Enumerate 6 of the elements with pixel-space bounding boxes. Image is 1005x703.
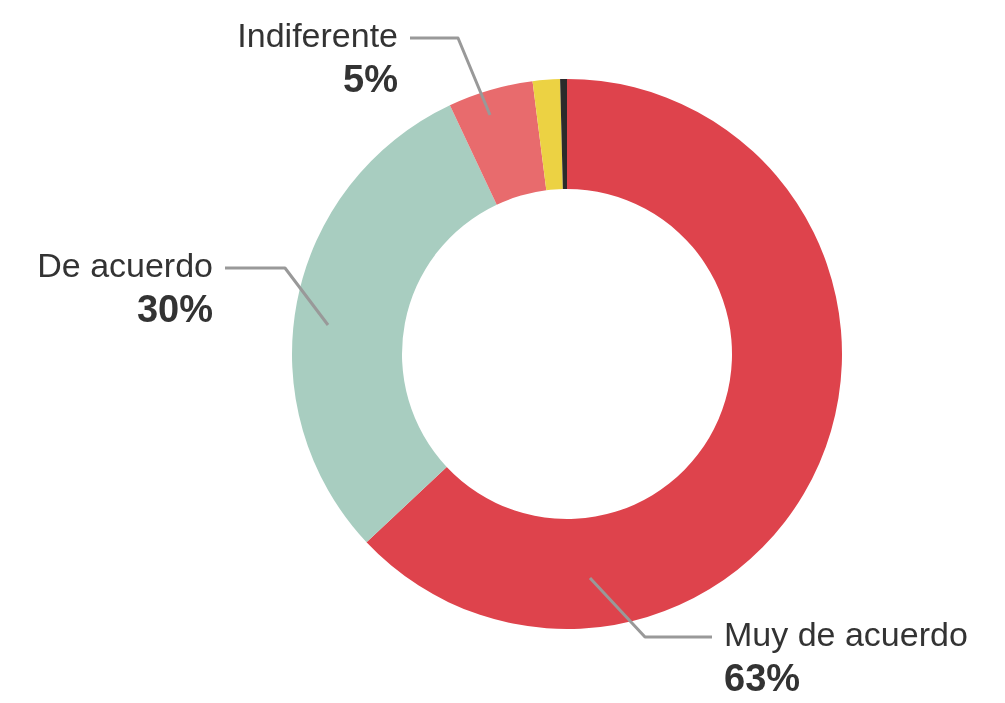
data-label: 5% xyxy=(343,58,398,101)
slice-label: Muy de acuerdo xyxy=(724,615,968,654)
slice-label: De acuerdo xyxy=(37,246,213,285)
slice-label: Indiferente xyxy=(237,16,398,55)
data-label: 30% xyxy=(136,288,213,331)
data-label: 63% xyxy=(724,657,801,700)
